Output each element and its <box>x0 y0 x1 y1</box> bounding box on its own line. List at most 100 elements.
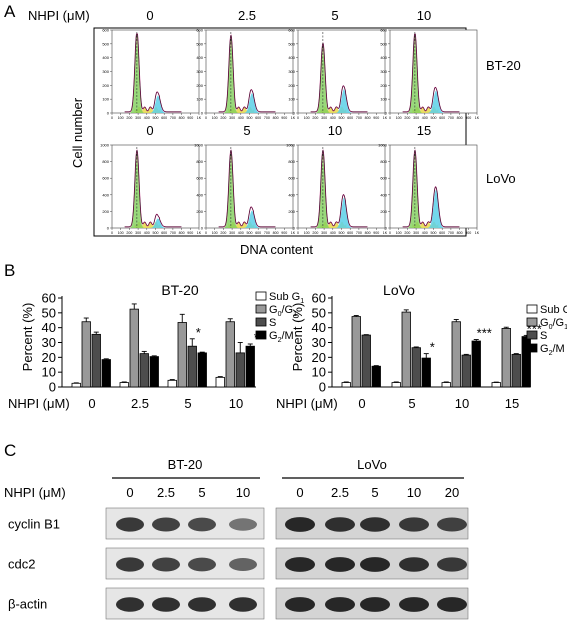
y-tick-label: 20 <box>42 350 56 365</box>
histogram-x-tick-label: 500 <box>247 116 253 120</box>
legend-subscript: 2 <box>549 350 553 357</box>
histogram-y-tick-label: 600 <box>102 176 109 181</box>
histogram-x-tick-label: 900 <box>465 231 471 235</box>
lane-dose-label: 0 <box>296 485 303 500</box>
protein-band <box>399 517 429 532</box>
histogram-y-tick-label: 500 <box>288 41 295 46</box>
histogram-x-tick-label: 1K <box>383 116 388 120</box>
panel-c-dose-label: NHPI (μM) <box>4 485 66 500</box>
histogram-y-tick-label: 0 <box>293 226 296 231</box>
y-tick-label: 10 <box>312 365 326 380</box>
dose-label-lovo-4: 15 <box>417 123 431 138</box>
histogram-x-tick-label: 100 <box>396 116 402 120</box>
legend-item-sub-g1: Sub G1 <box>255 291 304 305</box>
legend-text: G <box>540 317 549 329</box>
histogram-y-tick-label: 600 <box>196 176 203 181</box>
histogram-curve <box>124 149 182 228</box>
g2-peak-area <box>427 190 445 228</box>
histogram-x-tick-label: 900 <box>281 231 287 235</box>
histogram-y-tick-label: 600 <box>380 28 387 33</box>
histogram-x-tick-label: 300 <box>229 231 235 235</box>
blot-actin <box>105 587 265 620</box>
histogram-y-tick-label: 300 <box>102 69 109 74</box>
histogram-x-tick-label: 100 <box>118 231 124 235</box>
legend-label: S <box>269 317 276 329</box>
histogram-x-tick-label: 300 <box>413 116 419 120</box>
bar-s <box>187 345 197 388</box>
histogram-x-tick-label: 800 <box>273 231 279 235</box>
histogram-x-tick-label: 500 <box>431 116 437 120</box>
protein-band <box>152 557 180 572</box>
histogram-x-tick-label: 400 <box>422 231 428 235</box>
histogram-x-tick-label: 500 <box>431 231 437 235</box>
histogram-x-tick-label: 1K <box>475 231 480 235</box>
histogram-y-tick-label: 0 <box>293 111 296 116</box>
legend-text: S <box>269 317 276 329</box>
histogram-x-tick-label: 1K <box>197 231 202 235</box>
histogram-x-tick-label: 900 <box>373 116 379 120</box>
protein-band <box>229 558 257 571</box>
blot-actin <box>275 587 469 620</box>
histogram-x-tick-label: 100 <box>396 231 402 235</box>
histogram-y-tick-label: 100 <box>102 97 109 102</box>
histogram-x-tick-label: 500 <box>339 231 345 235</box>
legend-text: /M <box>281 330 293 342</box>
y-tick-label: 0 <box>49 380 56 395</box>
g2-peak-area <box>149 218 167 228</box>
histogram-curve <box>124 33 182 113</box>
bar-g2m <box>371 365 381 388</box>
legend-subscript: 1 <box>293 311 297 318</box>
g2-peak-area <box>335 197 353 228</box>
histogram-x-tick-label: 800 <box>179 231 185 235</box>
panel-a-dose-label: NHPI (μM) <box>28 8 90 23</box>
histogram-x-tick-label: 600 <box>439 231 445 235</box>
dose-label-bt20-3: 5 <box>331 8 338 23</box>
blot-group-lovo: LoVo 0 2.5 5 10 20 <box>275 457 469 620</box>
y-tick-label: 0 <box>319 380 326 395</box>
histogram-curve <box>218 149 276 228</box>
protein-band <box>188 597 216 612</box>
bar-g0g1 <box>501 328 511 388</box>
histogram-x-tick-label: 800 <box>457 116 463 120</box>
histogram-frame <box>205 29 294 114</box>
histogram-x-tick-label: 200 <box>312 231 318 235</box>
legend-item-g0g1: G0/G1 <box>255 304 297 318</box>
histogram-x-tick-label: 0 <box>297 231 299 235</box>
bar-s <box>361 334 371 388</box>
bar-g2m <box>471 340 481 388</box>
histogram-x-tick-label: 400 <box>144 116 150 120</box>
histogram-y-tick-label: 600 <box>288 28 295 33</box>
protein-band <box>152 597 180 612</box>
blot-cell-line-label: BT-20 <box>168 457 203 472</box>
panel-b-label: B <box>4 261 15 280</box>
protein-band <box>152 517 180 532</box>
histogram-x-tick-label: 900 <box>281 116 287 120</box>
legend-subscript: 2 <box>278 337 282 344</box>
protein-band <box>188 517 216 532</box>
histogram-x-tick-label: 500 <box>153 116 159 120</box>
bar-g0g1 <box>451 321 461 388</box>
histogram-y-tick-label: 800 <box>380 159 387 164</box>
histogram-x-tick-label: 300 <box>321 116 327 120</box>
histogram-y-tick-label: 400 <box>380 192 387 197</box>
histogram-y-tick-label: 200 <box>380 209 387 214</box>
histogram-y-tick-label: 100 <box>196 97 203 102</box>
protein-band <box>285 557 315 572</box>
lane-dose-label: 2.5 <box>157 485 175 500</box>
histogram-y-tick-label: 1000 <box>378 143 388 148</box>
histogram-x-tick-label: 600 <box>255 116 261 120</box>
histogram-frame <box>205 144 294 229</box>
histogram-x-tick-label: 400 <box>238 231 244 235</box>
histogram-x-tick-label: 700 <box>170 116 176 120</box>
panel-b: B BT-20 LoVo Percent (%) Percent (%) NHP… <box>4 261 567 411</box>
histogram-x-tick-label: 400 <box>144 231 150 235</box>
histogram-y-tick-label: 300 <box>196 69 203 74</box>
histogram-frame <box>111 144 200 229</box>
bar-sub-g1 <box>491 382 501 388</box>
histogram-y-tick-label: 800 <box>102 159 109 164</box>
dose-label-lovo-2: 5 <box>243 123 250 138</box>
legend-label: S <box>540 330 547 342</box>
blot-cyclinb1 <box>105 507 265 540</box>
histogram-x-tick-label: 700 <box>170 231 176 235</box>
